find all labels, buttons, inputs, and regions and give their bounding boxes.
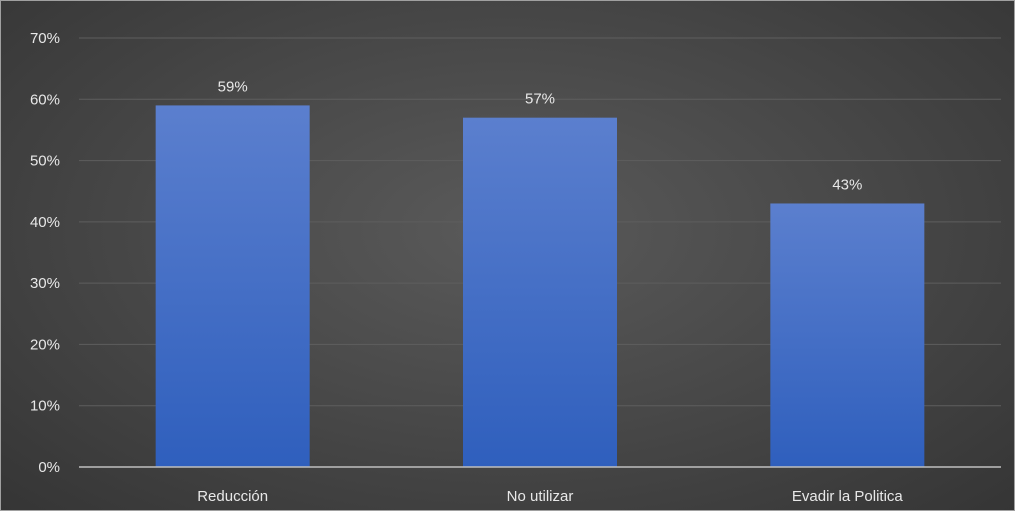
bar [155, 105, 310, 468]
y-tick-label: 40% [30, 214, 60, 231]
y-tick-label: 10% [30, 398, 60, 415]
bars [155, 105, 925, 468]
x-axis-category-labels: Reducción No utilizar Evadir la Politica [197, 488, 903, 505]
category-label: Evadir la Politica [792, 488, 904, 505]
data-labels: 59% 57% 43% [218, 78, 863, 193]
y-tick-label: 20% [30, 336, 60, 353]
data-label: 43% [832, 176, 862, 193]
category-label: No utilizar [507, 488, 574, 505]
category-label: Reducción [197, 488, 268, 505]
bar [463, 117, 617, 468]
y-tick-label: 50% [30, 153, 60, 170]
y-axis-tick-labels: 0% 10% 20% 30% 40% 50% 60% 70% [30, 30, 60, 476]
y-tick-label: 60% [30, 91, 60, 108]
y-tick-label: 70% [30, 30, 60, 47]
data-label: 59% [218, 78, 248, 95]
bar [770, 203, 925, 467]
data-label: 57% [525, 91, 555, 108]
y-tick-label: 0% [38, 459, 60, 476]
y-tick-label: 30% [30, 275, 60, 292]
